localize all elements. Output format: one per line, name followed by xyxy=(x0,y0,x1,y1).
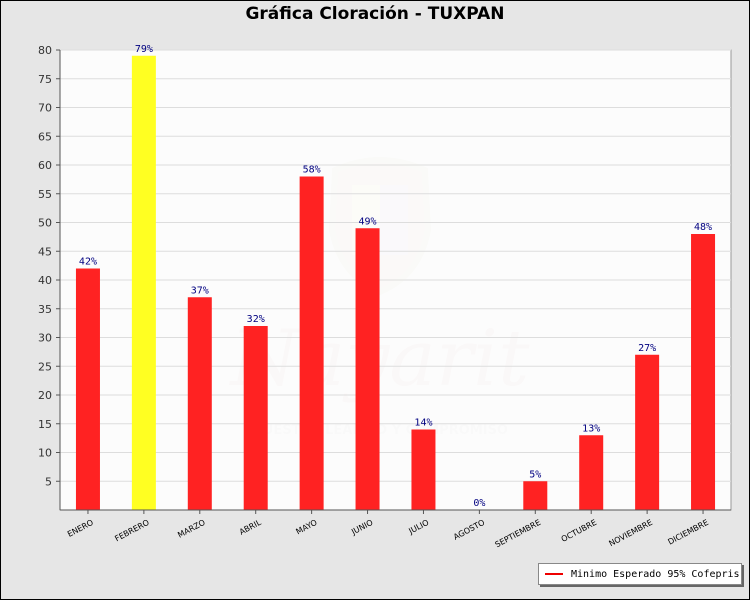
y-tick-label: 5 xyxy=(45,475,52,488)
x-tick-label: SEPTIEMBRE xyxy=(494,518,543,550)
y-tick-label: 25 xyxy=(38,360,52,373)
bar xyxy=(411,429,436,510)
x-tick-label: AGOSTO xyxy=(452,518,486,542)
x-axis: ENERO FEBRERO MARZO ABRIL MAYO JUNIO JULIO AGOS… xyxy=(60,509,731,550)
x-tick-label: MAYO xyxy=(294,518,318,537)
bars xyxy=(75,55,716,510)
chart-title: Gráfica Cloración - TUXPAN xyxy=(245,4,505,24)
data-label: 13% xyxy=(582,423,600,434)
data-label: 32% xyxy=(247,314,265,325)
data-labels: 42% 79% 37% 32% 58% 49% 14% 0% 5% 13% 27% 48% xyxy=(79,44,712,509)
bar xyxy=(691,234,716,510)
y-tick-label: 70 xyxy=(38,102,52,115)
bar xyxy=(243,326,268,510)
data-label: 0% xyxy=(473,498,485,509)
y-tick-label: 75 xyxy=(38,73,52,86)
bar xyxy=(579,435,604,510)
y-tick-label: 20 xyxy=(38,389,52,402)
data-label: 79% xyxy=(135,44,153,55)
legend-line-swatch xyxy=(545,573,563,575)
data-label: 5% xyxy=(529,469,541,480)
x-tick-label: ABRIL xyxy=(238,518,263,537)
bar xyxy=(635,354,660,510)
x-tick-label: FEBRERO xyxy=(113,518,150,544)
bar xyxy=(75,268,100,510)
data-label: 48% xyxy=(694,222,712,233)
bar xyxy=(355,228,380,510)
y-tick-label: 40 xyxy=(38,274,52,287)
data-label: 58% xyxy=(303,165,321,176)
y-tick-label: 45 xyxy=(38,245,52,258)
y-tick-label: 60 xyxy=(38,159,52,172)
bar xyxy=(523,481,548,510)
data-label: 27% xyxy=(638,343,656,354)
y-tick-label: 30 xyxy=(38,332,52,345)
x-tick-label: NOVIEMBRE xyxy=(607,518,654,548)
bar xyxy=(187,297,212,510)
data-label: 49% xyxy=(359,216,377,227)
x-tick-label: JULIO xyxy=(406,518,430,536)
grid-lines xyxy=(60,49,731,482)
bar xyxy=(131,55,156,510)
data-label: 37% xyxy=(191,285,209,296)
y-tick-label: 10 xyxy=(38,447,52,460)
data-label: 14% xyxy=(414,418,432,429)
y-tick-label: 65 xyxy=(38,130,52,143)
x-tick-label: MARZO xyxy=(176,518,206,540)
x-tick-label: DICIEMBRE xyxy=(666,518,710,547)
y-tick-label: 35 xyxy=(38,303,52,316)
legend: Minimo Esperado 95% Cofepris xyxy=(538,563,742,585)
x-tick-label: JUNIO xyxy=(349,518,374,537)
y-tick-label: 15 xyxy=(38,418,52,431)
y-tick-label: 55 xyxy=(38,188,52,201)
bar xyxy=(299,176,324,510)
y-tick-label: 80 xyxy=(38,44,52,57)
x-tick-label: ENERO xyxy=(66,518,95,539)
x-tick-label: OCTUBRE xyxy=(560,518,598,544)
legend-label: Minimo Esperado 95% Cofepris xyxy=(571,568,740,580)
y-axis: 5 10 15 20 25 30 35 40 45 50 55 60 65 70 75 80 xyxy=(38,44,61,510)
data-label: 42% xyxy=(79,257,97,268)
y-tick-label: 50 xyxy=(38,217,52,230)
